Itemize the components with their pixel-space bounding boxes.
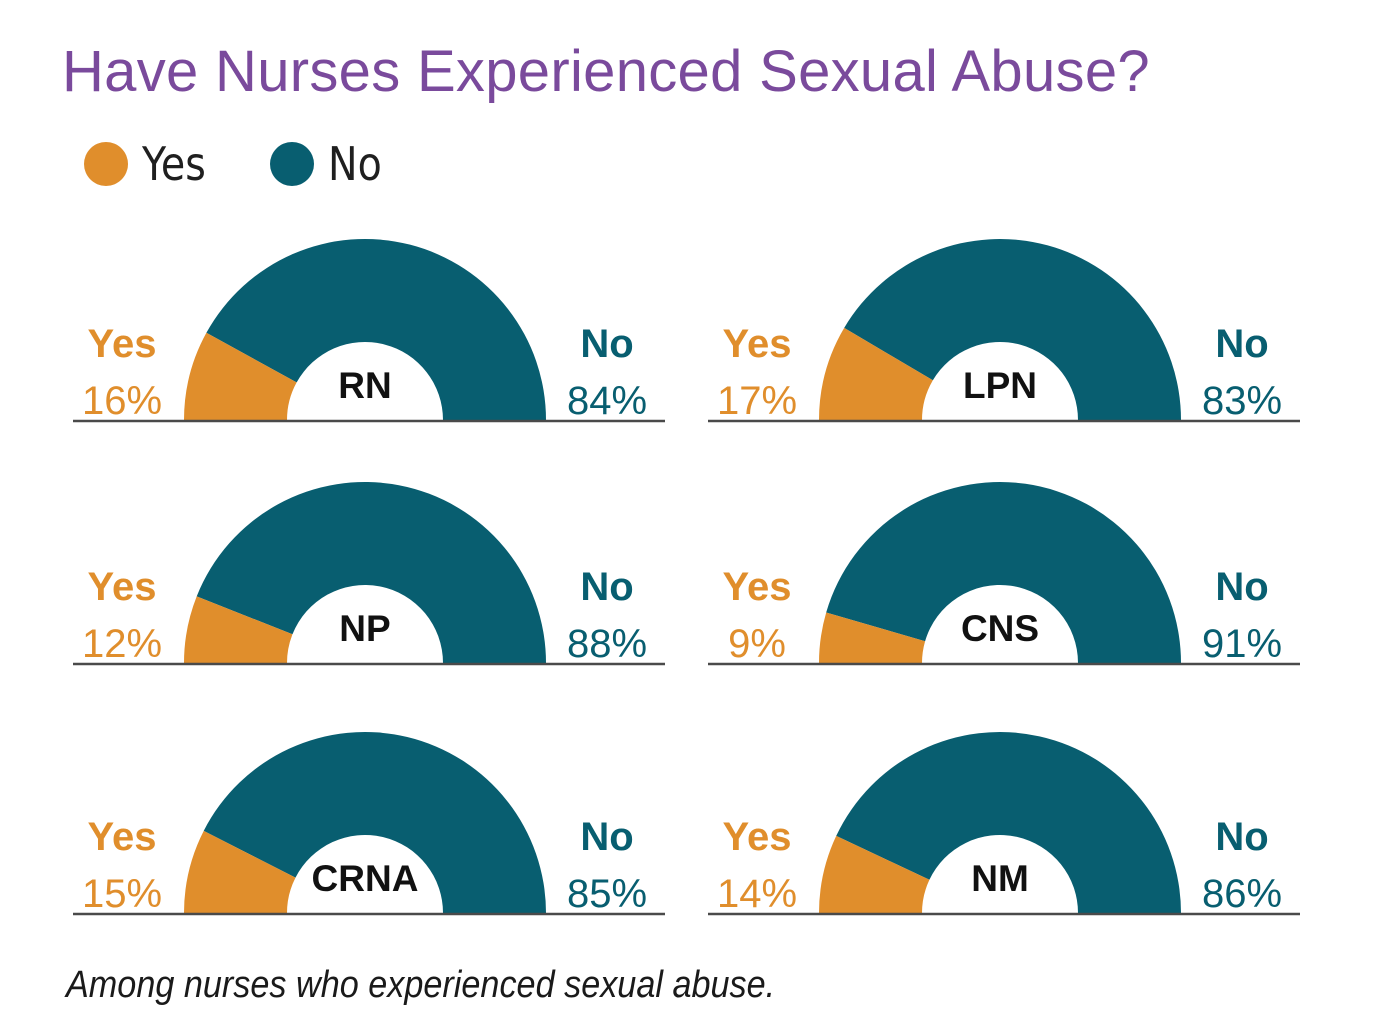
yes-value-rn: 16%	[82, 379, 162, 423]
yes-label-crna: Yes	[88, 815, 157, 859]
yes-value-cns: 9%	[728, 622, 786, 666]
yes-label-nm: Yes	[723, 815, 792, 859]
footnote: Among nurses who experienced sexual abus…	[66, 964, 776, 1006]
no-label-rn: No	[580, 322, 633, 366]
slice-no-lpn	[844, 238, 1181, 420]
category-label-lpn: LPN	[963, 365, 1037, 406]
chart-nm: NM Yes 14% No 86%	[708, 732, 1300, 916]
category-label-crna: CRNA	[312, 858, 419, 899]
no-label-np: No	[580, 565, 633, 609]
no-label-lpn: No	[1215, 322, 1268, 366]
chart-cns: CNS Yes 9% No 91%	[708, 482, 1300, 666]
chart-lpn: LPN Yes 17% No 83%	[708, 238, 1300, 423]
chart-title: Have Nurses Experienced Sexual Abuse?	[62, 39, 1150, 104]
slice-no-np	[196, 482, 546, 663]
category-label-cns: CNS	[961, 608, 1039, 649]
no-value-rn: 84%	[567, 379, 647, 423]
slice-no-crna	[203, 731, 546, 913]
no-label-crna: No	[580, 815, 633, 859]
slice-no-cns	[826, 482, 1181, 663]
chart-rn: RN Yes 16% No 84%	[73, 238, 665, 423]
yes-label-cns: Yes	[723, 565, 792, 609]
no-value-crna: 85%	[567, 872, 647, 916]
no-value-nm: 86%	[1202, 872, 1282, 916]
yes-value-crna: 15%	[82, 872, 162, 916]
legend-swatch-yes	[84, 142, 128, 186]
category-label-np: NP	[339, 608, 390, 649]
legend-label-yes: Yes	[142, 137, 206, 191]
yes-value-lpn: 17%	[717, 379, 797, 423]
chart-np: NP Yes 12% No 88%	[73, 482, 665, 666]
legend-item-no: No	[270, 137, 391, 191]
yes-value-np: 12%	[82, 622, 162, 666]
legend-label-no: No	[328, 137, 383, 191]
legend-swatch-no	[270, 142, 315, 186]
slice-yes-np	[184, 596, 293, 663]
slice-yes-crna	[184, 830, 296, 913]
slice-yes-rn	[184, 332, 297, 420]
yes-label-lpn: Yes	[723, 322, 792, 366]
legend-item-yes: Yes	[84, 137, 216, 191]
no-value-np: 88%	[567, 622, 647, 666]
slice-no-nm	[836, 732, 1181, 913]
no-value-lpn: 83%	[1202, 379, 1282, 423]
slice-yes-cns	[819, 612, 926, 663]
yes-label-rn: Yes	[88, 322, 157, 366]
slice-yes-lpn	[819, 327, 933, 420]
no-value-cns: 91%	[1202, 622, 1282, 666]
yes-value-nm: 14%	[717, 872, 797, 916]
yes-label-np: Yes	[88, 565, 157, 609]
slice-no-rn	[206, 238, 546, 420]
category-label-nm: NM	[971, 858, 1029, 899]
chart-crna: CRNA Yes 15% No 85%	[73, 731, 665, 916]
legend: Yes No	[84, 137, 445, 191]
no-label-cns: No	[1215, 565, 1268, 609]
no-label-nm: No	[1215, 815, 1268, 859]
category-label-rn: RN	[338, 365, 391, 406]
slice-yes-nm	[819, 835, 930, 913]
